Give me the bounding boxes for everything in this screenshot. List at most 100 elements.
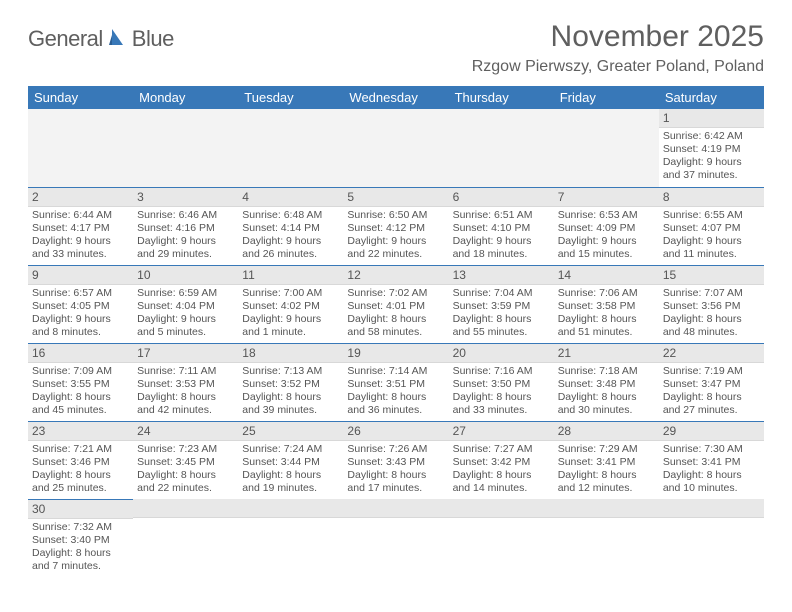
sunset-text: Sunset: 3:53 PM [137, 378, 234, 391]
daylight-text: Daylight: 9 hours [137, 235, 234, 248]
day-number: 5 [343, 188, 448, 207]
calendar-week-row: 30Sunrise: 7:32 AMSunset: 3:40 PMDayligh… [28, 499, 764, 577]
daylight-text: and 26 minutes. [242, 248, 339, 261]
daylight-text: Daylight: 8 hours [347, 391, 444, 404]
sunrise-text: Sunrise: 6:57 AM [32, 287, 129, 300]
day-number: 6 [449, 188, 554, 207]
page-title: November 2025 [472, 20, 764, 54]
day-number: 9 [28, 266, 133, 285]
day-details: Sunrise: 6:51 AMSunset: 4:10 PMDaylight:… [449, 207, 554, 265]
daylight-text: Daylight: 9 hours [242, 313, 339, 326]
daylight-text: and 55 minutes. [453, 326, 550, 339]
daylight-text: and 45 minutes. [32, 404, 129, 417]
calendar-cell: 24Sunrise: 7:23 AMSunset: 3:45 PMDayligh… [133, 421, 238, 499]
sunset-text: Sunset: 4:05 PM [32, 300, 129, 313]
daylight-text: and 1 minute. [242, 326, 339, 339]
daylight-text: and 7 minutes. [32, 560, 129, 573]
daylight-text: Daylight: 8 hours [558, 469, 655, 482]
sunrise-text: Sunrise: 6:55 AM [663, 209, 760, 222]
calendar-cell: 23Sunrise: 7:21 AMSunset: 3:46 PMDayligh… [28, 421, 133, 499]
sunset-text: Sunset: 4:19 PM [663, 143, 760, 156]
sunrise-text: Sunrise: 7:13 AM [242, 365, 339, 378]
daylight-text: Daylight: 9 hours [32, 235, 129, 248]
daylight-text: Daylight: 9 hours [137, 313, 234, 326]
day-details: Sunrise: 7:19 AMSunset: 3:47 PMDaylight:… [659, 363, 764, 421]
calendar-cell: 5Sunrise: 6:50 AMSunset: 4:12 PMDaylight… [343, 187, 448, 265]
day-number: 10 [133, 266, 238, 285]
daylight-text: Daylight: 8 hours [558, 391, 655, 404]
day-header: Tuesday [238, 86, 343, 109]
day-number: 16 [28, 344, 133, 363]
calendar-cell: 7Sunrise: 6:53 AMSunset: 4:09 PMDaylight… [554, 187, 659, 265]
daylight-text: and 25 minutes. [32, 482, 129, 495]
daylight-text: and 36 minutes. [347, 404, 444, 417]
day-details: Sunrise: 7:13 AMSunset: 3:52 PMDaylight:… [238, 363, 343, 421]
day-number: 29 [659, 422, 764, 441]
day-number: 12 [343, 266, 448, 285]
daylight-text: and 19 minutes. [242, 482, 339, 495]
daylight-text: Daylight: 8 hours [453, 469, 550, 482]
daylight-text: and 30 minutes. [558, 404, 655, 417]
sunset-text: Sunset: 3:50 PM [453, 378, 550, 391]
sunrise-text: Sunrise: 7:26 AM [347, 443, 444, 456]
day-details: Sunrise: 6:44 AMSunset: 4:17 PMDaylight:… [28, 207, 133, 265]
sunrise-text: Sunrise: 6:50 AM [347, 209, 444, 222]
calendar-cell: 19Sunrise: 7:14 AMSunset: 3:51 PMDayligh… [343, 343, 448, 421]
sail-icon [107, 27, 129, 52]
location-subtitle: Rzgow Pierwszy, Greater Poland, Poland [472, 58, 764, 76]
daylight-text: and 15 minutes. [558, 248, 655, 261]
sunrise-text: Sunrise: 7:23 AM [137, 443, 234, 456]
day-number: 1 [659, 109, 764, 128]
daylight-text: and 17 minutes. [347, 482, 444, 495]
calendar-cell [28, 109, 133, 187]
sunset-text: Sunset: 3:59 PM [453, 300, 550, 313]
daylight-text: and 14 minutes. [453, 482, 550, 495]
day-details: Sunrise: 6:57 AMSunset: 4:05 PMDaylight:… [28, 285, 133, 343]
sunrise-text: Sunrise: 7:32 AM [32, 521, 129, 534]
sunset-text: Sunset: 4:02 PM [242, 300, 339, 313]
sunset-text: Sunset: 3:46 PM [32, 456, 129, 469]
calendar-cell: 25Sunrise: 7:24 AMSunset: 3:44 PMDayligh… [238, 421, 343, 499]
daylight-text: Daylight: 8 hours [663, 313, 760, 326]
brand-name-part1: General [28, 26, 103, 52]
sunset-text: Sunset: 4:07 PM [663, 222, 760, 235]
sunrise-text: Sunrise: 7:09 AM [32, 365, 129, 378]
day-number: 4 [238, 188, 343, 207]
sunrise-text: Sunrise: 6:53 AM [558, 209, 655, 222]
day-number: 25 [238, 422, 343, 441]
sunrise-text: Sunrise: 7:07 AM [663, 287, 760, 300]
daylight-text: Daylight: 8 hours [137, 469, 234, 482]
day-details: Sunrise: 7:29 AMSunset: 3:41 PMDaylight:… [554, 441, 659, 499]
daylight-text: Daylight: 9 hours [558, 235, 655, 248]
sunrise-text: Sunrise: 6:46 AM [137, 209, 234, 222]
day-number: 18 [238, 344, 343, 363]
calendar-cell: 17Sunrise: 7:11 AMSunset: 3:53 PMDayligh… [133, 343, 238, 421]
day-details: Sunrise: 7:04 AMSunset: 3:59 PMDaylight:… [449, 285, 554, 343]
sunset-text: Sunset: 4:17 PM [32, 222, 129, 235]
calendar-cell: 2Sunrise: 6:44 AMSunset: 4:17 PMDaylight… [28, 187, 133, 265]
calendar-cell: 6Sunrise: 6:51 AMSunset: 4:10 PMDaylight… [449, 187, 554, 265]
sunset-text: Sunset: 3:40 PM [32, 534, 129, 547]
calendar-week-row: 1Sunrise: 6:42 AMSunset: 4:19 PMDaylight… [28, 109, 764, 187]
day-details: Sunrise: 7:00 AMSunset: 4:02 PMDaylight:… [238, 285, 343, 343]
sunrise-text: Sunrise: 7:27 AM [453, 443, 550, 456]
sunrise-text: Sunrise: 7:06 AM [558, 287, 655, 300]
calendar-cell: 3Sunrise: 6:46 AMSunset: 4:16 PMDaylight… [133, 187, 238, 265]
calendar-cell [133, 109, 238, 187]
calendar-cell: 8Sunrise: 6:55 AMSunset: 4:07 PMDaylight… [659, 187, 764, 265]
sunrise-text: Sunrise: 7:24 AM [242, 443, 339, 456]
sunrise-text: Sunrise: 7:04 AM [453, 287, 550, 300]
day-number: 19 [343, 344, 448, 363]
daylight-text: Daylight: 8 hours [453, 391, 550, 404]
sunset-text: Sunset: 3:51 PM [347, 378, 444, 391]
day-number: 8 [659, 188, 764, 207]
daylight-text: Daylight: 8 hours [137, 391, 234, 404]
daylight-text: Daylight: 8 hours [453, 313, 550, 326]
daylight-text: Daylight: 8 hours [347, 313, 444, 326]
calendar-cell: 29Sunrise: 7:30 AMSunset: 3:41 PMDayligh… [659, 421, 764, 499]
sunset-text: Sunset: 4:09 PM [558, 222, 655, 235]
day-header-row: Sunday Monday Tuesday Wednesday Thursday… [28, 86, 764, 109]
day-details: Sunrise: 6:42 AMSunset: 4:19 PMDaylight:… [659, 128, 764, 186]
day-number: 20 [449, 344, 554, 363]
sunrise-text: Sunrise: 6:48 AM [242, 209, 339, 222]
